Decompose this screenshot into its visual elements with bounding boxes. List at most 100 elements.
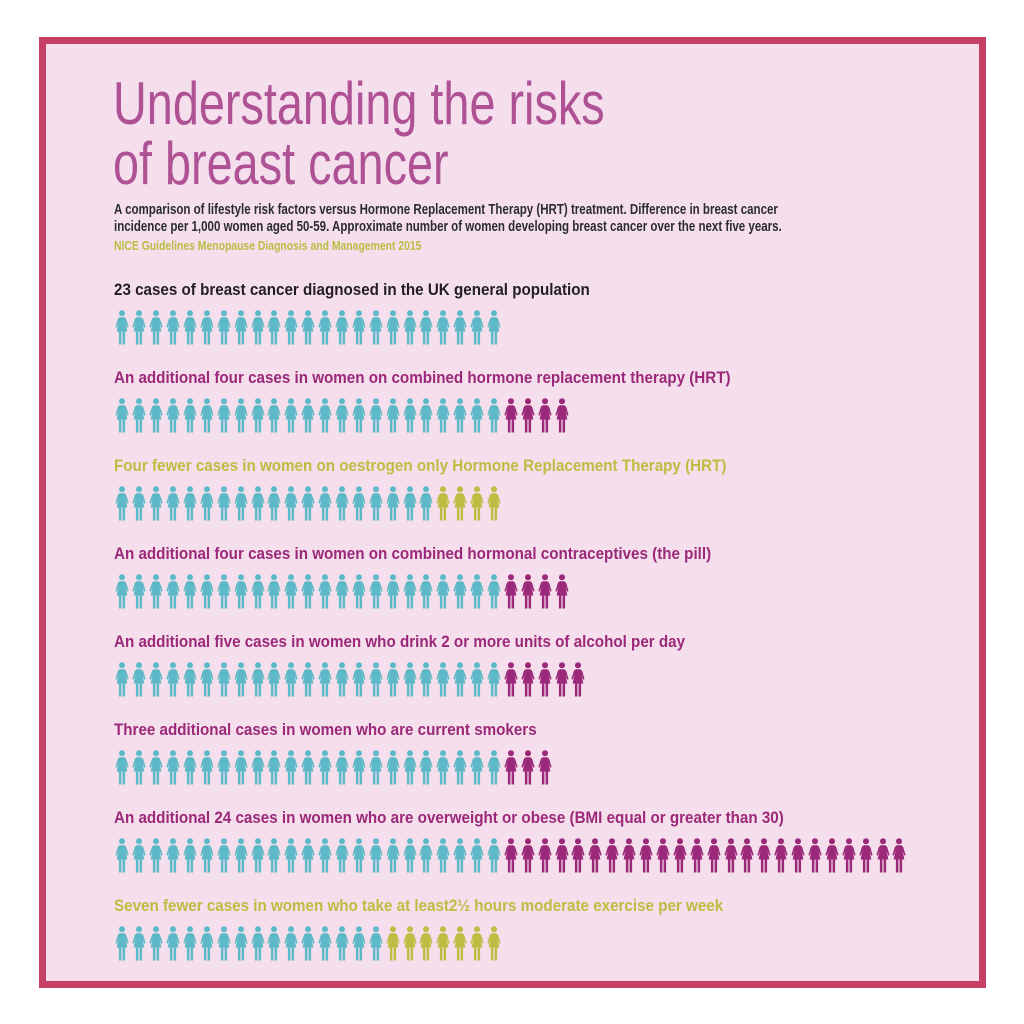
woman-icon-baseline	[232, 310, 249, 346]
woman-icon-additional	[519, 750, 536, 786]
woman-icon-baseline	[486, 398, 503, 434]
woman-icon-baseline	[452, 838, 469, 874]
woman-icon-additional	[536, 574, 553, 610]
woman-icon-baseline	[334, 486, 351, 522]
woman-icon-baseline	[283, 926, 300, 962]
woman-icon-fewer	[435, 486, 452, 522]
woman-icon-baseline	[148, 310, 165, 346]
woman-icon-baseline	[367, 574, 384, 610]
woman-icon-baseline	[401, 574, 418, 610]
woman-icon-baseline	[249, 574, 266, 610]
woman-icon-baseline	[182, 750, 199, 786]
woman-icon-baseline	[148, 662, 165, 698]
woman-icon-baseline	[401, 838, 418, 874]
woman-icon-baseline	[232, 486, 249, 522]
woman-icon-additional	[536, 750, 553, 786]
row-label: Four fewer cases in women on oestrogen o…	[114, 457, 727, 475]
woman-icon-baseline	[435, 574, 452, 610]
woman-icon-baseline	[198, 926, 215, 962]
woman-icon-fewer	[452, 486, 469, 522]
woman-icon-baseline	[486, 574, 503, 610]
woman-icon-baseline	[317, 310, 334, 346]
woman-icon-baseline	[266, 750, 283, 786]
icon-strip	[114, 926, 776, 962]
woman-icon-baseline	[350, 926, 367, 962]
woman-icon-additional	[536, 662, 553, 698]
woman-icon-baseline	[148, 838, 165, 874]
woman-icon-baseline	[215, 398, 232, 434]
woman-icon-baseline	[418, 750, 435, 786]
woman-icon-baseline	[401, 750, 418, 786]
woman-icon-baseline	[435, 838, 452, 874]
woman-icon-additional	[638, 838, 655, 874]
woman-icon-baseline	[367, 310, 384, 346]
woman-icon-additional	[604, 838, 621, 874]
woman-icon-baseline	[131, 926, 148, 962]
woman-icon-baseline	[232, 838, 249, 874]
woman-icon-baseline	[350, 662, 367, 698]
woman-icon-baseline	[198, 486, 215, 522]
woman-icon-baseline	[249, 838, 266, 874]
woman-icon-baseline	[215, 750, 232, 786]
woman-icon-baseline	[131, 486, 148, 522]
woman-icon-baseline	[114, 926, 131, 962]
woman-icon-additional	[519, 398, 536, 434]
woman-icon-baseline	[283, 750, 300, 786]
woman-icon-baseline	[384, 662, 401, 698]
woman-icon-baseline	[486, 838, 503, 874]
woman-icon-baseline	[249, 926, 266, 962]
woman-icon-baseline	[435, 398, 452, 434]
pictogram-row: 23 cases of breast cancer diagnosed in t…	[114, 280, 631, 346]
pictogram-row: An additional 24 cases in women who are …	[114, 808, 908, 874]
woman-icon-baseline	[249, 486, 266, 522]
row-label: Seven fewer cases in women who take at l…	[114, 897, 724, 915]
woman-icon-baseline	[317, 838, 334, 874]
row-label: 23 cases of breast cancer diagnosed in t…	[114, 281, 590, 299]
infographic-frame: Understanding the risks of breast cancer…	[39, 37, 986, 988]
woman-icon-baseline	[401, 486, 418, 522]
woman-icon-baseline	[300, 310, 317, 346]
woman-icon-baseline	[317, 574, 334, 610]
woman-icon-baseline	[114, 662, 131, 698]
woman-icon-baseline	[114, 574, 131, 610]
woman-icon-fewer	[401, 926, 418, 962]
woman-icon-baseline	[300, 486, 317, 522]
woman-icon-baseline	[452, 310, 469, 346]
woman-icon-baseline	[266, 838, 283, 874]
woman-icon-baseline	[182, 398, 199, 434]
woman-icon-additional	[705, 838, 722, 874]
woman-icon-baseline	[131, 750, 148, 786]
woman-icon-additional	[621, 838, 638, 874]
woman-icon-baseline	[334, 838, 351, 874]
woman-icon-baseline	[384, 310, 401, 346]
woman-icon-baseline	[266, 926, 283, 962]
woman-icon-baseline	[469, 574, 486, 610]
woman-icon-baseline	[317, 398, 334, 434]
woman-icon-baseline	[469, 750, 486, 786]
woman-icon-additional	[519, 574, 536, 610]
woman-icon-additional	[553, 574, 570, 610]
woman-icon-additional	[739, 838, 756, 874]
woman-icon-baseline	[367, 926, 384, 962]
woman-icon-baseline	[300, 662, 317, 698]
woman-icon-baseline	[469, 662, 486, 698]
woman-icon-additional	[857, 838, 874, 874]
pictogram-row: An additional four cases in women on com…	[114, 544, 763, 610]
icon-strip	[114, 750, 573, 786]
woman-icon-baseline	[283, 486, 300, 522]
woman-icon-baseline	[148, 926, 165, 962]
woman-icon-additional	[519, 662, 536, 698]
woman-icon-additional	[840, 838, 857, 874]
woman-icon-additional	[502, 838, 519, 874]
woman-icon-baseline	[418, 486, 435, 522]
woman-icon-baseline	[452, 662, 469, 698]
woman-icon-baseline	[165, 310, 182, 346]
woman-icon-additional	[874, 838, 891, 874]
icon-strip	[114, 310, 631, 346]
woman-icon-baseline	[249, 750, 266, 786]
woman-icon-baseline	[114, 838, 131, 874]
woman-icon-baseline	[367, 398, 384, 434]
subtitle-line-2: incidence per 1,000 women aged 50-59. Ap…	[114, 219, 782, 235]
woman-icon-additional	[756, 838, 773, 874]
woman-icon-baseline	[165, 662, 182, 698]
